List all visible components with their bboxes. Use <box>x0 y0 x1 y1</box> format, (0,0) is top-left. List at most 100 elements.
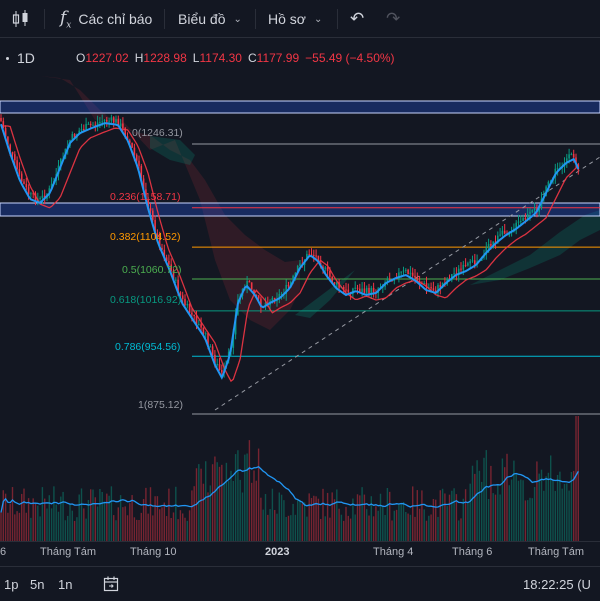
volume-bar <box>370 496 372 541</box>
range-1y-button[interactable]: 1n <box>58 567 72 601</box>
volume-bar <box>345 506 347 541</box>
volume-bar <box>18 512 21 541</box>
indicators-button[interactable]: fx Các chỉ báo <box>60 0 152 38</box>
volume-bar <box>313 495 315 541</box>
volume-bar <box>92 489 94 541</box>
candle-body <box>485 247 488 255</box>
profile-dropdown[interactable]: Hồ sơ ⌄ <box>268 0 322 38</box>
volume-bar <box>540 469 543 541</box>
calendar-goto-icon[interactable] <box>102 567 120 601</box>
volume-bar <box>504 467 506 541</box>
candle-body <box>287 284 290 287</box>
volume-bar <box>21 493 23 541</box>
candle-body <box>570 154 573 156</box>
candle-body <box>18 169 21 174</box>
volume-bar <box>96 506 99 541</box>
volume-bar <box>48 495 50 541</box>
undo-button[interactable]: ↶ <box>350 0 364 38</box>
volume-bar <box>133 517 136 541</box>
volume-bar <box>494 494 497 541</box>
candle-body <box>96 122 99 126</box>
volume-bar <box>559 471 561 541</box>
fib-label-0382: 0.382(1104.52) <box>110 231 181 243</box>
volume-bar <box>23 488 25 541</box>
candle-body <box>145 189 147 200</box>
candle-body <box>193 314 195 316</box>
candle-body <box>253 289 255 296</box>
candlestick-icon[interactable] <box>10 0 32 38</box>
candle-body <box>101 121 103 123</box>
time-axis[interactable]: 6 Tháng Tám Tháng 10 2023 Tháng 4 Tháng … <box>0 541 600 564</box>
range-5d-button[interactable]: 5n <box>30 567 44 601</box>
volume-bar <box>73 520 76 541</box>
candle-body <box>407 269 409 275</box>
volume-bar <box>340 514 343 541</box>
volume-bar <box>338 508 340 541</box>
clock-timezone[interactable]: 18:22:25 (U <box>523 567 591 601</box>
candle-body <box>140 165 143 179</box>
candle-body <box>119 123 122 127</box>
range-1d-button[interactable]: 1p <box>4 567 18 601</box>
candle-body <box>515 222 517 229</box>
volume-bar <box>368 515 370 541</box>
candle-body <box>214 354 216 366</box>
volume-bar <box>115 520 117 541</box>
candle-body <box>336 282 338 285</box>
candle-body <box>464 264 467 266</box>
candle-body <box>177 279 179 293</box>
volume-bar <box>409 514 412 541</box>
volume-bar <box>228 481 230 541</box>
fib-label-05: 0.5(1060.72) <box>122 264 182 276</box>
chart-layout-dropdown[interactable]: Biểu đồ ⌄ <box>178 0 242 38</box>
volume-bar <box>354 514 356 541</box>
candle-body <box>386 279 389 282</box>
candle-body <box>154 219 156 234</box>
volume-bar <box>529 497 531 541</box>
redo-button[interactable]: ↷ <box>386 0 400 38</box>
volume-bar <box>402 501 405 541</box>
candle-body <box>89 123 92 126</box>
interval-selector[interactable]: 1D <box>6 47 35 69</box>
volume-bar <box>437 516 439 541</box>
candle-body <box>110 117 113 121</box>
volume-bar <box>90 489 92 541</box>
candle-body <box>409 272 412 275</box>
volume-bar <box>538 473 540 541</box>
candle-body <box>471 260 474 262</box>
candle-body <box>87 123 90 125</box>
volume-bar <box>237 450 239 541</box>
volume-bar <box>64 520 67 541</box>
volume-bar <box>145 487 147 541</box>
candle-body <box>285 284 287 294</box>
volume-bar <box>458 520 460 541</box>
volume-bar <box>39 516 41 541</box>
fib-label-0786: 0.786(954.56) <box>115 341 181 353</box>
volume-bar <box>382 506 384 541</box>
volume-bar <box>359 495 361 541</box>
volume-bar <box>421 490 423 541</box>
volume-bar <box>234 454 237 541</box>
candle-body <box>115 119 117 123</box>
volume-bar <box>209 485 211 541</box>
volume-bar <box>386 487 389 541</box>
moving-average-slow <box>1 125 579 383</box>
candle-body <box>432 288 435 291</box>
volume-bar <box>446 506 448 541</box>
volume-bar <box>467 503 469 541</box>
volume-bar <box>329 517 331 541</box>
candle-body <box>71 134 74 140</box>
candle-body <box>218 363 221 371</box>
volume-bar <box>138 519 140 541</box>
candle-body <box>186 303 189 306</box>
candle-body <box>517 221 520 223</box>
volume-bar <box>184 517 186 541</box>
volume-bar <box>455 494 458 541</box>
volume-bar <box>131 495 133 541</box>
volume-bar <box>255 480 257 541</box>
volume-bar <box>391 520 393 541</box>
candle-body <box>7 136 9 145</box>
price-chart[interactable] <box>0 38 600 564</box>
volume-bar <box>432 499 435 541</box>
candle-body <box>191 312 193 315</box>
candle-body <box>317 255 320 263</box>
